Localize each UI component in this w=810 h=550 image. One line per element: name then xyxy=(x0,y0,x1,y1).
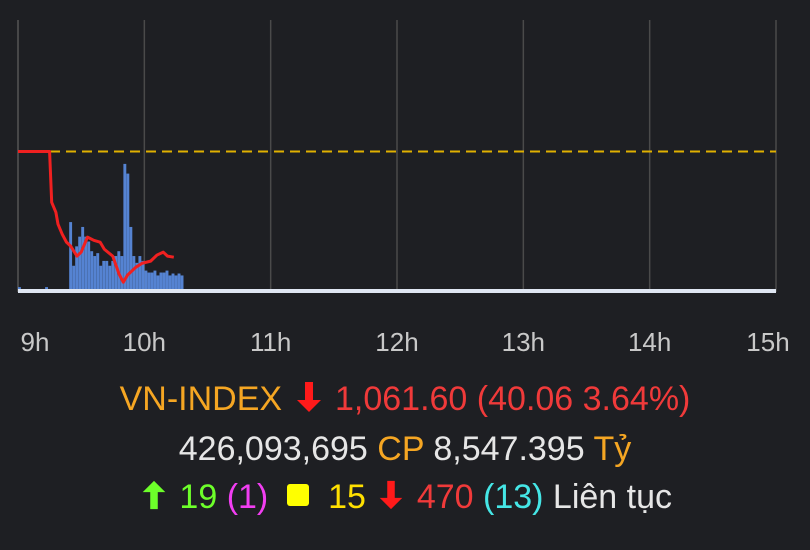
volume-bar xyxy=(165,270,169,290)
volume-bar xyxy=(141,260,145,290)
volume-bar xyxy=(177,273,181,290)
volume-bar xyxy=(87,241,91,290)
breadth-line: 19 (1) 15 470 (13) Liên tục xyxy=(0,478,810,517)
volume-bar xyxy=(108,265,112,290)
volume-bar xyxy=(18,287,21,290)
volume: 426,093,695 xyxy=(178,430,368,468)
volume-bar xyxy=(114,256,118,290)
volume-bar xyxy=(78,236,82,290)
volume-bar xyxy=(72,265,76,290)
volume-bar xyxy=(129,226,133,290)
volume-bar xyxy=(135,262,139,290)
x-tick-label: 13h xyxy=(502,327,545,357)
index-line xyxy=(18,149,175,284)
volume-bar xyxy=(102,260,106,290)
volume-bar xyxy=(81,226,85,290)
volume-bar xyxy=(174,275,178,290)
volume-bar xyxy=(180,275,184,290)
volume-bar xyxy=(147,272,151,290)
volume-bar xyxy=(159,272,163,290)
volume-line: 426,093,695 CP 8,547.395 Tỷ xyxy=(0,430,810,469)
volume-bar xyxy=(96,253,100,290)
volume-bar xyxy=(45,287,48,290)
volume-bar xyxy=(99,265,103,290)
volume-bar xyxy=(171,273,175,290)
volume-bar xyxy=(132,256,136,290)
floor-count: (13) xyxy=(483,478,544,516)
volume-bar xyxy=(111,260,115,290)
x-tick-label: 15h xyxy=(746,327,789,357)
advancers: 19 xyxy=(179,478,218,516)
volume-bar xyxy=(156,275,160,290)
intraday-chart: 9h 10h 11h 12h 13h 14h 15h xyxy=(17,20,790,357)
volume-bar xyxy=(75,246,79,290)
arrow-down-icon xyxy=(380,480,403,510)
x-tick-label: 12h xyxy=(375,327,418,357)
index-line: VN-INDEX 1,061.60 (40.06 3.64%) xyxy=(0,380,810,419)
volume-unit: CP xyxy=(377,430,424,468)
trade-value: 8,547.395 xyxy=(433,430,585,468)
volume-bar xyxy=(126,173,130,290)
volume-bar xyxy=(153,270,157,290)
index-change: (40.06 3.64%) xyxy=(476,380,691,418)
volume-bar xyxy=(90,251,94,290)
volume-bar xyxy=(138,256,142,290)
volume-bar xyxy=(162,272,166,290)
x-tick-label: 14h xyxy=(628,327,671,357)
arrow-down-icon xyxy=(296,382,321,412)
index-value: 1,061.60 xyxy=(334,380,468,418)
unchanged: 15 xyxy=(328,478,366,516)
unchanged-square-icon xyxy=(287,484,310,506)
index-name: VN-INDEX xyxy=(119,380,283,418)
volume-bar xyxy=(150,272,154,290)
baseline-bar xyxy=(18,289,776,293)
x-tick-label: 9h xyxy=(21,327,50,357)
x-tick-label: 11h xyxy=(250,327,291,357)
x-tick-label: 10h xyxy=(123,327,166,357)
volume-bar xyxy=(105,260,109,290)
arrow-up-icon xyxy=(142,480,166,510)
decliners: 470 xyxy=(416,478,474,516)
volume-bar xyxy=(123,163,127,290)
volume-bar xyxy=(93,256,97,290)
volume-bar xyxy=(144,270,148,290)
volume-bar xyxy=(120,256,124,290)
market-status: Liên tục xyxy=(552,478,673,516)
value-unit: Tỷ xyxy=(593,430,632,468)
volume-bar xyxy=(84,236,88,290)
volume-bar xyxy=(168,275,172,290)
ceiling-count: (1) xyxy=(226,478,269,516)
volume-bar xyxy=(69,222,73,290)
